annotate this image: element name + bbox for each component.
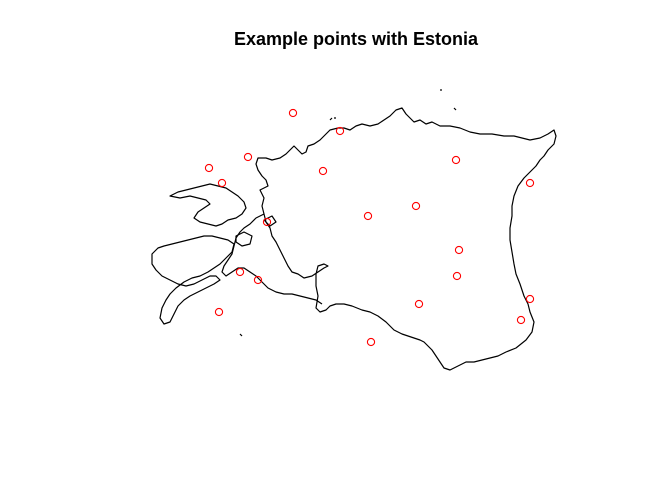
point	[451, 155, 461, 165]
point	[204, 163, 214, 173]
hiiumaa-outline	[169, 183, 247, 227]
point	[214, 307, 224, 317]
islet-5	[239, 333, 243, 337]
estonia-outline	[151, 89, 557, 371]
point	[525, 178, 535, 188]
point	[288, 108, 298, 118]
point	[366, 337, 376, 347]
point	[454, 245, 464, 255]
islet-4	[453, 107, 457, 111]
point	[262, 217, 272, 227]
point	[516, 315, 526, 325]
point	[335, 126, 345, 136]
point	[452, 271, 462, 281]
saaremaa-outline	[151, 235, 235, 325]
plot-title: Example points with Estonia	[233, 29, 479, 49]
west-coast-outline	[221, 213, 323, 305]
islet-2	[329, 117, 336, 121]
point	[363, 211, 373, 221]
point	[411, 201, 421, 211]
islet-1	[263, 215, 277, 227]
point	[217, 178, 227, 188]
point	[318, 166, 328, 176]
points-layer	[204, 108, 535, 347]
muhu-outline	[235, 231, 253, 247]
point	[253, 275, 263, 285]
point	[235, 267, 245, 277]
point	[525, 294, 535, 304]
mainland-outline	[255, 107, 557, 371]
point	[243, 152, 253, 162]
point	[414, 299, 424, 309]
